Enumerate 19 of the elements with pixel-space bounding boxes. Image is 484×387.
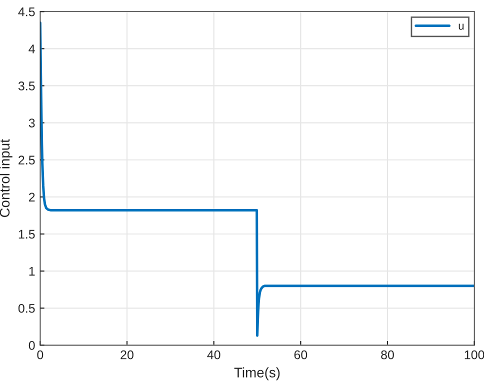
x-tick-label: 20 <box>120 350 134 360</box>
legend-label: u <box>458 24 464 30</box>
y-tick-label: 2.5 <box>18 156 35 165</box>
y-tick-label: 4 <box>28 44 35 54</box>
y-tick-label: 2 <box>28 192 35 202</box>
y-tick-label: 1 <box>29 267 35 276</box>
y-tick-label: 1.5 <box>18 230 35 239</box>
y-tick-label: 0.5 <box>18 304 35 313</box>
x-tick-label: 0 <box>37 350 44 360</box>
x-tick-label: 80 <box>381 350 394 360</box>
y-tick-label: 3.5 <box>18 82 35 90</box>
x-axis-title: Time(s) <box>234 367 280 380</box>
line-series <box>40 21 474 337</box>
y-tick-label: 3 <box>28 118 35 128</box>
y-tick-label: 0 <box>28 341 35 350</box>
x-tick-label: 40 <box>207 350 220 360</box>
x-tick-label: 60 <box>294 350 308 360</box>
y-tick-label: 4.5 <box>18 8 35 16</box>
x-tick-label: 100 <box>464 350 484 360</box>
